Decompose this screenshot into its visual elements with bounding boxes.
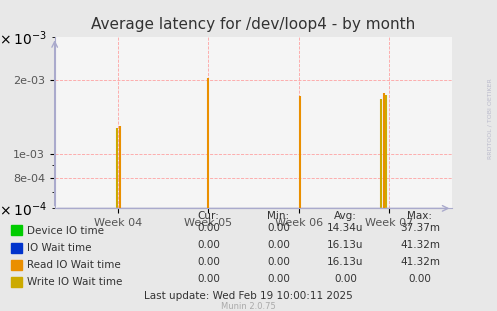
Text: Min:: Min: (267, 211, 289, 221)
Text: IO Wait time: IO Wait time (27, 243, 92, 253)
Title: Average latency for /dev/loop4 - by month: Average latency for /dev/loop4 - by mont… (91, 17, 415, 32)
FancyBboxPatch shape (11, 260, 22, 270)
Text: 41.32m: 41.32m (400, 240, 440, 250)
Text: 14.34u: 14.34u (327, 223, 364, 233)
Text: 37.37m: 37.37m (400, 223, 440, 233)
Text: 41.32m: 41.32m (400, 257, 440, 267)
Text: 0.00: 0.00 (267, 240, 290, 250)
Text: 0.00: 0.00 (197, 257, 220, 267)
Text: Device IO time: Device IO time (27, 226, 104, 236)
Text: Cur:: Cur: (198, 211, 220, 221)
Text: 0.00: 0.00 (267, 257, 290, 267)
FancyBboxPatch shape (11, 277, 22, 287)
Text: Max:: Max: (408, 211, 432, 221)
Text: Avg:: Avg: (334, 211, 357, 221)
Text: 0.00: 0.00 (267, 223, 290, 233)
Text: 0.00: 0.00 (334, 274, 357, 284)
Text: 0.00: 0.00 (267, 274, 290, 284)
Text: 0.00: 0.00 (197, 240, 220, 250)
Text: Read IO Wait time: Read IO Wait time (27, 260, 121, 270)
FancyBboxPatch shape (11, 225, 22, 235)
Text: 0.00: 0.00 (409, 274, 431, 284)
Text: Last update: Wed Feb 19 10:00:11 2025: Last update: Wed Feb 19 10:00:11 2025 (144, 291, 353, 301)
Text: Munin 2.0.75: Munin 2.0.75 (221, 301, 276, 310)
Text: Write IO Wait time: Write IO Wait time (27, 277, 123, 287)
Text: 0.00: 0.00 (197, 223, 220, 233)
Text: RRDTOOL / TOBI OETIKER: RRDTOOL / TOBI OETIKER (487, 78, 492, 159)
FancyBboxPatch shape (11, 243, 22, 253)
Text: 0.00: 0.00 (197, 274, 220, 284)
Text: 16.13u: 16.13u (327, 240, 364, 250)
Text: 16.13u: 16.13u (327, 257, 364, 267)
